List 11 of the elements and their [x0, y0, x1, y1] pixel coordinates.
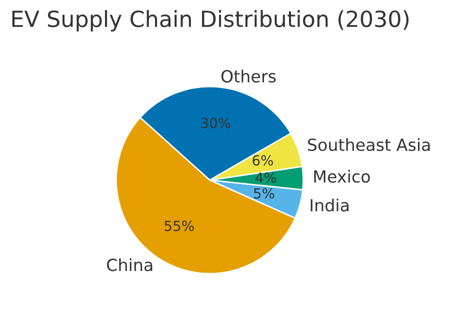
slice-label: China: [107, 258, 152, 272]
data-label: 30%: [201, 118, 230, 128]
data-label: 4%: [256, 172, 276, 183]
slice-label: Mexico: [314, 170, 370, 183]
data-label: 55%: [164, 220, 194, 232]
slice-label: India: [310, 198, 349, 212]
slice-label: Others: [221, 70, 276, 83]
data-label: 6%: [252, 155, 273, 166]
data-label: 5%: [254, 188, 274, 199]
chart-title: EV Supply Chain Distribution (2030): [12, 10, 409, 32]
slice-label: Southeast Asia: [308, 138, 430, 152]
